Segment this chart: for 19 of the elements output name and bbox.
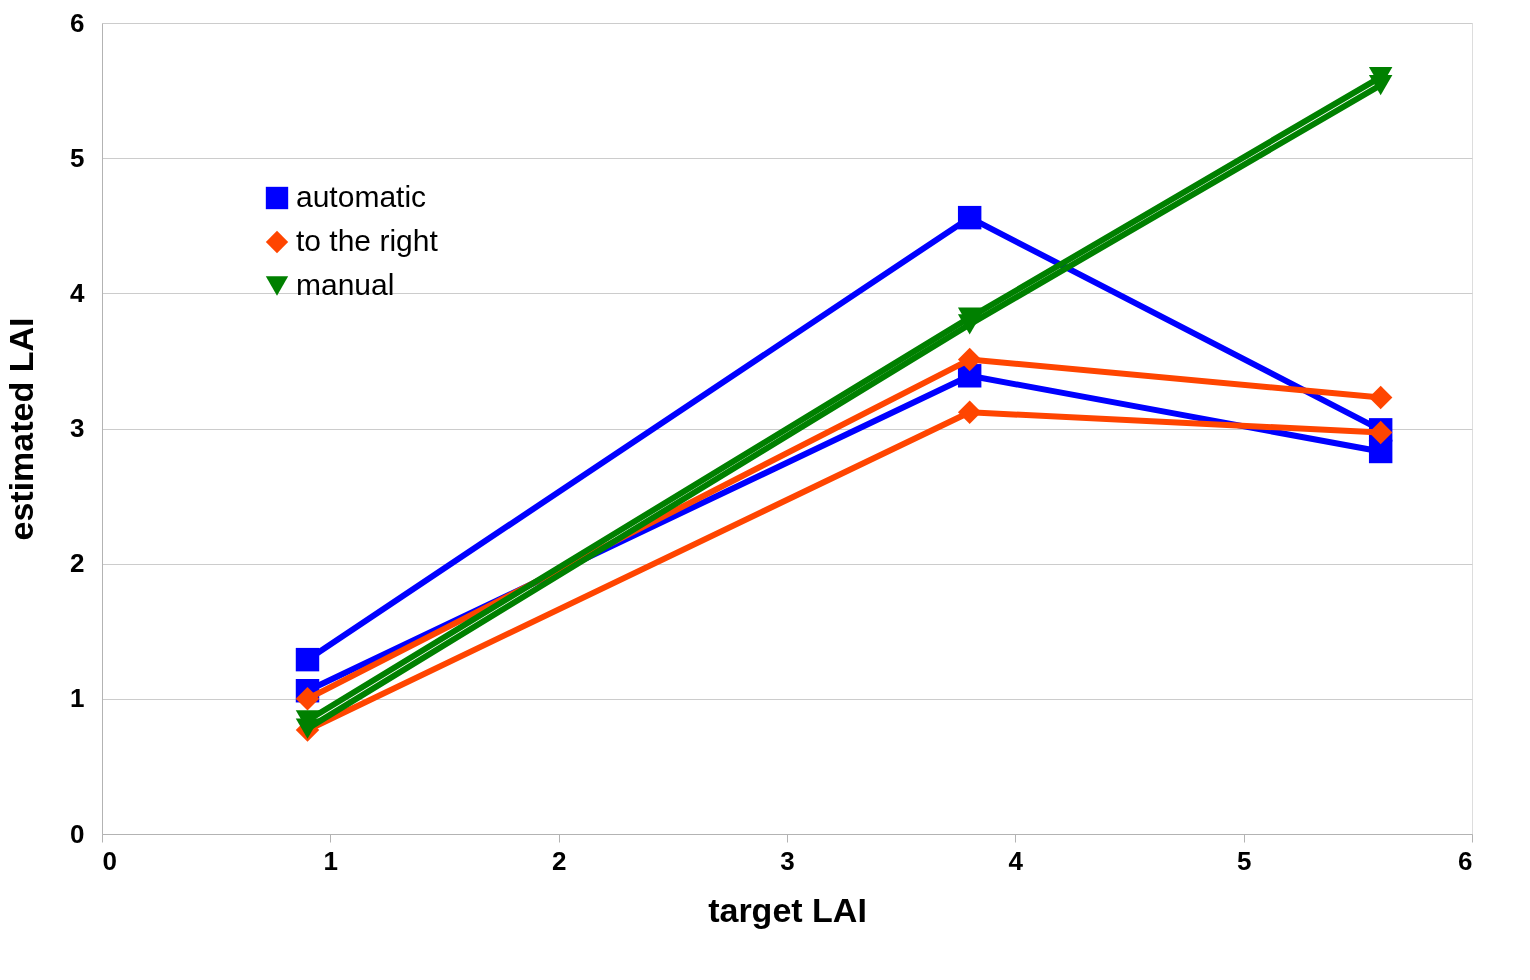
- legend-label: to the right: [296, 224, 439, 257]
- x-axis-title: target LAI: [708, 890, 867, 929]
- x-tick-label: 6: [1458, 845, 1473, 876]
- x-tick-label: 5: [1236, 845, 1252, 876]
- y-tick-label: 6: [70, 7, 85, 38]
- y-tick-label: 1: [70, 683, 85, 714]
- x-tick-label: 3: [780, 845, 795, 876]
- y-tick-label: 4: [70, 277, 86, 308]
- y-tick-label: 0: [70, 818, 85, 849]
- y-tick-label: 3: [70, 413, 85, 443]
- x-tick-label: 2: [551, 845, 567, 876]
- y-tick-label: 5: [70, 142, 85, 173]
- y-axis-title: estimated LAI: [2, 317, 41, 541]
- x-tick-label: 0: [102, 845, 117, 876]
- legend-label: automatic: [296, 180, 427, 213]
- x-tick-label: 4: [1008, 845, 1024, 876]
- legend-label: manual: [296, 268, 395, 301]
- y-tick-label: 2: [70, 548, 85, 579]
- x-tick-label: 1: [323, 845, 339, 876]
